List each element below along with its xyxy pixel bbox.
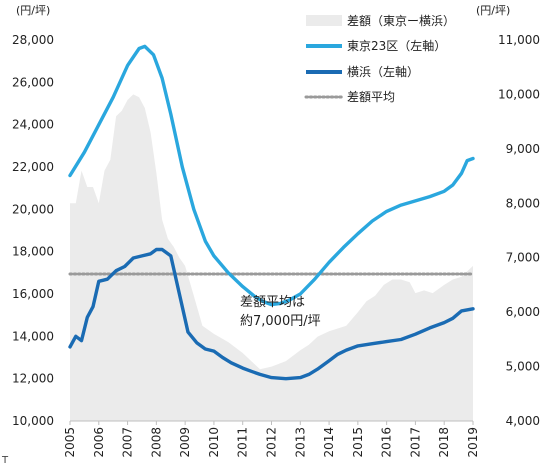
right-axis-unit: (円/坪) — [476, 4, 510, 17]
left-axis-unit: (円/坪) — [16, 4, 50, 17]
left-tick-label: 20,000 — [12, 202, 54, 216]
x-tick-label: 2008 — [149, 427, 163, 458]
left-tick-label: 24,000 — [12, 118, 54, 132]
left-tick-label: 12,000 — [12, 372, 54, 386]
right-tick-label: 4,000 — [506, 414, 540, 428]
x-tick-label: 2015 — [351, 427, 365, 458]
x-tick-label: 2011 — [236, 427, 250, 458]
legend-label-average: 差額平均 — [347, 90, 395, 104]
x-tick-label: 2012 — [265, 427, 279, 458]
left-tick-label: 10,000 — [12, 414, 54, 428]
legend-label-tokyo: 東京23区（左軸） — [347, 38, 446, 53]
right-tick-label: 5,000 — [506, 360, 540, 374]
legend-label-yokohama: 横浜（左軸） — [347, 64, 419, 79]
right-tick-label: 6,000 — [506, 305, 540, 319]
right-tick-label: 8,000 — [506, 196, 540, 210]
axis-layer: 10,000 12,000 14,000 16,000 18,000 20,000 22,0… — [12, 33, 540, 458]
series-area-difference — [70, 94, 473, 422]
left-tick-label: 22,000 — [12, 160, 54, 174]
annotation-line-1: 差額平均は — [240, 295, 305, 310]
x-tick-label: 2005 — [63, 427, 77, 458]
x-tick-label: 2007 — [121, 427, 135, 458]
difference-area-layer — [70, 94, 473, 422]
legend-swatch-difference — [306, 15, 342, 26]
x-tick-label: 2006 — [92, 427, 106, 458]
x-tick-label: 2010 — [207, 427, 221, 458]
right-tick-label: 7,000 — [506, 251, 540, 265]
annotation-line-2: 約7,000円/坪 — [240, 314, 321, 329]
legend: 差額（東京ー横浜） 東京23区（左軸） 横浜（左軸） 差額平均 — [304, 14, 455, 104]
x-tick-label: 2019 — [466, 427, 480, 458]
x-tick-label: 2017 — [408, 427, 422, 458]
x-tick-label: 2016 — [380, 427, 394, 458]
x-tick-label: 2009 — [178, 427, 192, 458]
left-tick-label: 16,000 — [12, 287, 54, 301]
right-tick-label: 11,000 — [498, 33, 540, 47]
series-line-layer — [68, 44, 475, 381]
right-tick-label: 10,000 — [498, 87, 540, 101]
x-tick-label: 2014 — [322, 427, 336, 458]
right-tick-label: 9,000 — [506, 142, 540, 156]
left-tick-label: 28,000 — [12, 33, 54, 47]
x-tick-label: 2018 — [437, 427, 451, 458]
series-line-yokohama — [68, 247, 475, 381]
x-tick-label: 2013 — [293, 427, 307, 458]
series-line-tokyo — [68, 44, 475, 307]
legend-label-difference: 差額（東京ー横浜） — [347, 14, 455, 28]
left-tick-label: 14,000 — [12, 329, 54, 343]
left-tick-label: 18,000 — [12, 245, 54, 259]
corner-mark: T — [1, 455, 9, 466]
average-annotation: 差額平均は 約7,000円/坪 — [240, 295, 321, 329]
left-tick-label: 26,000 — [12, 75, 54, 89]
